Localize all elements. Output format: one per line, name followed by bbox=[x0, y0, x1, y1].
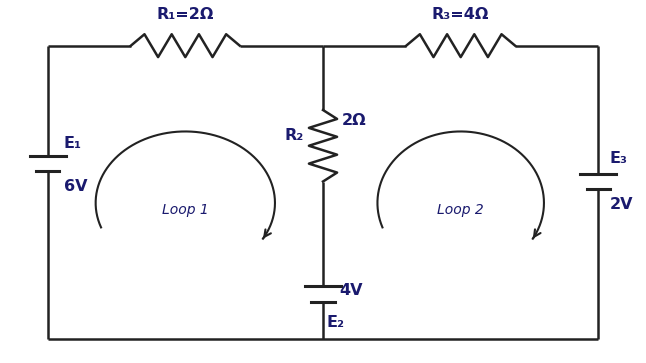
Text: R₂: R₂ bbox=[284, 127, 304, 143]
Text: Loop 2: Loop 2 bbox=[437, 203, 484, 217]
Text: E₃: E₃ bbox=[610, 151, 628, 166]
Text: E₂: E₂ bbox=[326, 315, 344, 330]
Text: 2V: 2V bbox=[610, 197, 634, 212]
Text: E₁: E₁ bbox=[63, 136, 81, 151]
Text: Loop 1: Loop 1 bbox=[162, 203, 209, 217]
Text: R₁=2Ω: R₁=2Ω bbox=[156, 7, 214, 23]
Text: 4V: 4V bbox=[339, 283, 362, 298]
Text: R₃=4Ω: R₃=4Ω bbox=[432, 7, 490, 23]
Text: 2Ω: 2Ω bbox=[342, 113, 367, 128]
Text: 6V: 6V bbox=[63, 179, 87, 194]
